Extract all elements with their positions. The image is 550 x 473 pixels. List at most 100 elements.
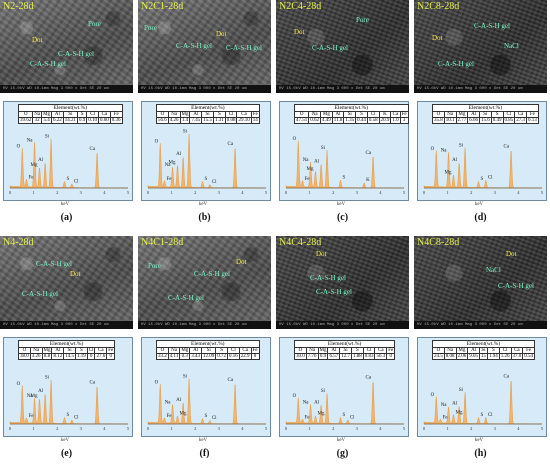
sem-image: N2-28d Pore Dot C-A-S-H gel C-A-S-H gel HV 15…: [0, 0, 133, 93]
sem-info-bar: HV 15.0kV WD 10.1mm Mag 3 000 x Det SE 2…: [276, 321, 409, 329]
peak-label: Ca: [228, 378, 234, 383]
sem-annotation: Pore: [356, 16, 369, 24]
element-value: 0.9: [77, 117, 88, 124]
peak-label: Ca: [366, 151, 372, 156]
sem-annotation: Dot: [216, 30, 227, 38]
sem-annotation: C-A-S-H gel: [194, 270, 230, 278]
sem-annotation: C-A-S-H gel: [36, 260, 72, 268]
element-value: 10.1: [443, 117, 457, 124]
peak-label: S: [343, 176, 346, 181]
sem-annotation: C-A-S-H gel: [438, 60, 474, 68]
panel-e: N4-28d C-A-S-H gel Dot C-A-S-H gel HV 15.0kV…: [0, 236, 133, 464]
table-title: Element(wt.%): [294, 104, 409, 111]
peak-label: Al: [38, 158, 44, 163]
x-tick-label: 1: [32, 190, 34, 195]
panel-b: N2C1-28d Pore Dot C-A-S-H gel C-A-S-H gel HV …: [138, 0, 271, 228]
peak-label: Al: [314, 159, 320, 164]
x-tick-label: 2: [470, 426, 472, 431]
x-axis-label: keV: [474, 202, 484, 207]
peak-label: Ca: [366, 376, 372, 381]
table-value-row: 24.5 8.08 2.06 9.05 15 1.94 1.26 37.0 0.54: [432, 353, 535, 360]
peak-label: Fe: [305, 415, 311, 420]
peak-label: Na: [27, 394, 34, 399]
x-axis-label: keV: [60, 438, 70, 443]
sem-title: N4C8-28d: [417, 237, 460, 248]
element-value: 11.8: [331, 117, 345, 124]
eds-spectrum: 0 1 2 3 4 5 O Na Mg Al Si S Cl Ca Element(wt.%) O Na Mg Al…: [417, 101, 547, 201]
sem-annotation: Pore: [148, 262, 161, 270]
sem-info-bar: HV 15.0kV WD 10.1mm Mag 3 000 x Det SE 2…: [276, 85, 409, 93]
sem-annotation: Dot: [294, 28, 305, 36]
peak-label: Mg: [307, 167, 314, 172]
x-tick-label: 3: [218, 426, 221, 431]
table-header-row: O Na Mg Al Si S Cl Ca Fe: [17, 111, 123, 118]
peak-label: Si: [183, 374, 188, 379]
x-axis-label: keV: [336, 438, 346, 443]
sem-annotation: C-A-S-H gel: [474, 22, 510, 30]
sem-annotation: C-A-S-H gel: [312, 44, 348, 52]
sem-annotation: C-A-S-H gel: [498, 282, 534, 290]
sem-info-bar: HV 15.0kV WD 10.1mm Mag 3 000 x Det SE 2…: [138, 85, 271, 93]
peak-label: Fe: [167, 177, 173, 182]
element-value: 7.45: [189, 117, 203, 124]
composition-table: Element(wt.%) O Na Mg Al Si S Cl Ca Fe 24.5 8.08 2.0…: [432, 340, 535, 360]
eds-spectrum: 0 1 2 3 4 5 O Fe Na Mg Al Si S Cl Ca Element(wt.%) O Na Mg…: [3, 337, 133, 437]
peak-label: Fe: [29, 176, 35, 181]
element-value: 35.8: [432, 117, 445, 124]
element-value: 0.85: [502, 117, 516, 124]
x-tick-label: 5: [541, 426, 544, 431]
peak-label: O: [17, 382, 21, 387]
element-value: 4.26: [167, 117, 181, 124]
spectrum-svg: 0 1 2 3 4 5 O Na Mg Al Si S Cl Ca: [423, 143, 544, 195]
element-value: 1.35: [343, 117, 357, 124]
sem-info-bar: HV 15.0kV WD 10.1mm Mag 3 000 x Det SE 2…: [414, 321, 547, 329]
eds-spectrum: 0 1 2 3 4 5 O Fe Na Mg Al Si S Cl Ca Element(wt.%) O Na Mg…: [417, 337, 547, 437]
table-value-row: 33.2 4.11 0.3 3.43 12.09 0.72 0.16 22.9 0: [156, 353, 260, 360]
element-header: Fe: [399, 111, 409, 118]
x-axis-label: keV: [474, 438, 484, 443]
peak-label: Si: [459, 388, 464, 393]
sem-title: N2-28d: [3, 1, 34, 12]
peak-label: Na: [441, 148, 448, 153]
x-tick-label: 1: [170, 190, 172, 195]
peak-label: Fe: [29, 414, 35, 419]
element-value: 30.0: [294, 353, 307, 360]
element-value: 1.4: [179, 117, 191, 124]
peak-label: O: [293, 137, 297, 142]
composition-table: Element(wt.%) O Na Mg Al Si S Cl Ca Fe 56.6 4.26 1.4…: [156, 104, 260, 124]
element-value: 12.09: [201, 353, 217, 360]
peak-label: Mg: [445, 171, 452, 176]
table-header-row: O Na Mg Al Si S Cl Ca Fe: [294, 347, 396, 354]
sem-annotation: NaCl: [504, 42, 519, 50]
element-value: 0.08: [224, 117, 238, 124]
peak-label: Na: [303, 400, 310, 405]
peak-label: Cl: [488, 413, 493, 418]
sem-title: N2C8-28d: [417, 1, 460, 12]
peak-label: Mg: [31, 394, 38, 399]
element-value: 15.5: [201, 117, 214, 124]
eds-spectrum: 0 1 2 3 4 5 O Fe Na Mg Al Si S Cl Ca Element(wt.%) O Na Mg…: [141, 337, 271, 437]
sem-image: N4C8-28d Dot NaCl C-A-S-H gel HV 15.0kV WD 1…: [414, 236, 547, 329]
x-tick-label: 3: [494, 426, 497, 431]
element-value: 1.88: [350, 353, 364, 360]
sem-annotation: Dot: [432, 34, 443, 42]
x-tick-label: 2: [194, 190, 196, 195]
peak-label: Ca: [228, 142, 234, 147]
element-value: 6.57: [327, 353, 341, 360]
peak-label: Si: [321, 389, 326, 394]
peak-label: Cl: [488, 176, 493, 181]
x-tick-label: 4: [517, 426, 520, 431]
peak-label: Fe: [167, 414, 173, 419]
element-value: 5.4: [41, 117, 53, 124]
element-value: 0.60: [98, 117, 111, 124]
sem-annotation: NaCl: [486, 266, 501, 274]
element-value: 56.3: [374, 353, 388, 360]
x-tick-label: 1: [308, 426, 310, 431]
x-tick-label: 5: [403, 426, 406, 431]
element-value: 1.31: [212, 117, 226, 124]
x-tick-label: 5: [403, 190, 406, 195]
element-value: 0.49: [490, 117, 504, 124]
